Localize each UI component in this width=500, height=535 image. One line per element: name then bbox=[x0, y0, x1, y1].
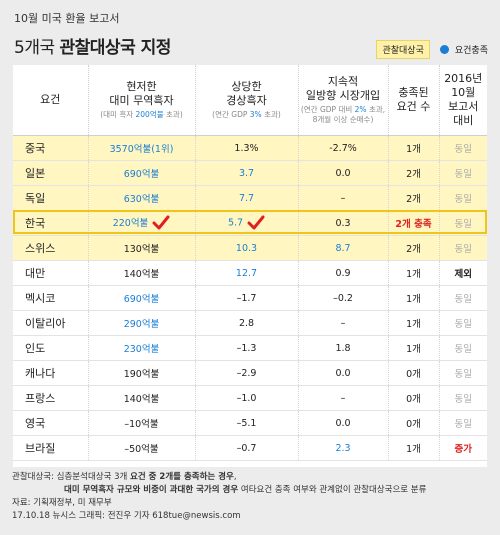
col-compare: 2016년10월 보고서 대비 bbox=[439, 65, 487, 136]
criteria-table: 요건 현저한 대미 무역흑자 (대미 흑자 200억불 초과) 상당한 경상흑자 (… bbox=[13, 65, 487, 461]
source-text: 자료: 기획재정부, 미 재무부 bbox=[12, 498, 112, 508]
footnote-line-2: 대미 무역흑자 규모와 비중이 과대한 국가의 경우 여타요건 충족 여부와 관… bbox=[64, 485, 427, 495]
table-row: 인도 230억불 –1.3 1.8 1개 동일 bbox=[13, 335, 487, 361]
red-check-icon bbox=[247, 215, 265, 230]
table-row: 대만 140억불 12.7 0.9 1개 제외 bbox=[13, 260, 487, 286]
table-row: 프랑스 140억불 –1.0 – 0개 동일 bbox=[13, 385, 487, 411]
table-header-row: 요건 현저한 대미 무역흑자 (대미 흑자 200억불 초과) 상당한 경상흑자 (… bbox=[13, 65, 487, 136]
legend-dot-icon bbox=[439, 45, 449, 54]
title-bold: 관찰대상국 지정 bbox=[59, 38, 172, 58]
footnote-line-1: 관찰대상국: 심층분석대상국 3개 요건 중 2개를 충족하는 경우, bbox=[12, 472, 237, 482]
table-card: 요건 현저한 대미 무역흑자 (대미 흑자 200억불 초과) 상당한 경상흑자 (… bbox=[13, 65, 487, 467]
footnote: 관찰대상국: 심층분석대상국 3개 요건 중 2개를 충족하는 경우, 대미 무… bbox=[12, 471, 426, 523]
col-count: 충족된 요건 수 bbox=[388, 65, 440, 136]
title-prefix: 5개국 bbox=[14, 38, 55, 58]
table-row: 독일 630억불 7.7 – 2개 동일 bbox=[13, 185, 487, 211]
legend-dot-label: 요건충족 bbox=[454, 46, 488, 56]
col-country: 요건 bbox=[13, 65, 89, 136]
table-row: 브라질 –50억불 –0.7 2.3 1개 증가 bbox=[13, 435, 487, 461]
table-row: 캐나다 190억불 –2.9 0.0 0개 동일 bbox=[13, 360, 487, 386]
col-trade-surplus: 현저한 대미 무역흑자 (대미 흑자 200억불 초과) bbox=[88, 65, 196, 136]
table-row: 영국 –10억불 –5.1 0.0 0개 동일 bbox=[13, 410, 487, 436]
report-subtitle: 10월 미국 환율 보고서 bbox=[14, 12, 120, 25]
table-row: 이탈리아 290억불 2.8 – 1개 동일 bbox=[13, 310, 487, 336]
table-row: 일본 690억불 3.7 0.0 2개 동일 bbox=[13, 160, 487, 186]
legend: 관찰대상국 요건충족 bbox=[376, 40, 488, 59]
table-row: 멕시코 690억불 –1.7 –0.2 1개 동일 bbox=[13, 285, 487, 311]
red-check-icon bbox=[152, 215, 170, 230]
credit-text: 17.10.18 뉴시스 그래픽: 전진우 기자 618tue@newsis.c… bbox=[12, 511, 241, 521]
table-row-korea: 한국 220억불 5.7 0.3 2개 충족 동일 bbox=[13, 210, 487, 236]
col-intervention: 지속적 일방향 시장개입 (연간 GDP 대비 2% 초과, 8개월 이상 순매수) bbox=[298, 65, 389, 136]
col-current-account: 상당한 경상흑자 (연간 GDP 3% 초과) bbox=[195, 65, 299, 136]
table-row: 중국 3570억불(1위) 1.3% -2.7% 1개 동일 bbox=[13, 135, 487, 161]
page-title: 5개국 관찰대상국 지정 bbox=[14, 33, 171, 58]
table-row: 스위스 130억불 10.3 8.7 2개 동일 bbox=[13, 235, 487, 261]
legend-observation-box: 관찰대상국 bbox=[376, 40, 430, 59]
